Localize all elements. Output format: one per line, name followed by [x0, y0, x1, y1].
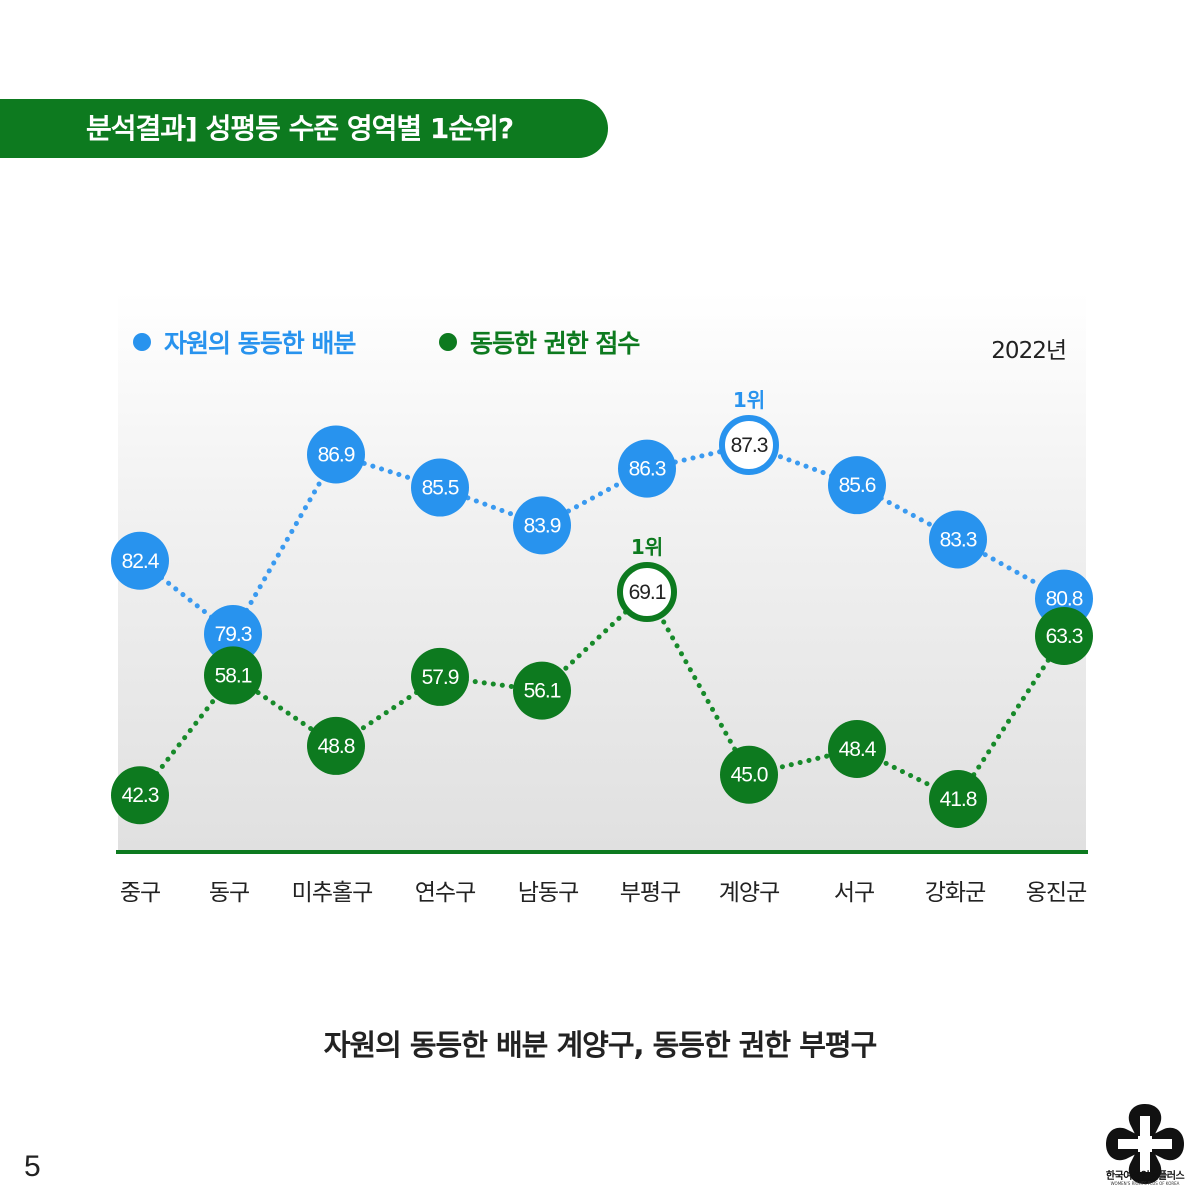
category-label: 미추홀구: [292, 880, 373, 906]
line-chart-panel: 자원의 동등한 배분 동등한 권한 점수 2022년 82.4 79.3 86.9 85.5…: [111, 292, 1093, 906]
top-data-point: [719, 415, 779, 475]
category-label: 강화군: [925, 880, 985, 906]
data-label: 82.4: [122, 550, 160, 573]
data-point: [513, 661, 571, 720]
x-axis-line: [116, 850, 1088, 854]
page-number: 5: [24, 1150, 41, 1183]
data-point: [204, 605, 262, 663]
data-label: 85.6: [839, 474, 876, 497]
legend-label: 자원의 동등한 배분: [164, 329, 356, 358]
data-point: [1035, 606, 1093, 665]
data-label: 86.3: [629, 458, 666, 481]
category-label: 부평구: [620, 880, 680, 906]
data-point: [618, 439, 676, 498]
series-line: [137, 587, 1067, 803]
data-label: 79.3: [215, 623, 252, 646]
data-label: 41.8: [940, 788, 977, 811]
data-label: 80.8: [1046, 588, 1083, 611]
category-label: 남동구: [518, 880, 578, 906]
data-point: [111, 766, 169, 825]
legend-label: 동등한 권한 점수: [470, 329, 640, 358]
data-point: [828, 456, 886, 515]
data-label: 57.9: [422, 666, 459, 689]
data-label: 83.3: [940, 529, 977, 552]
data-label: 56.1: [524, 680, 561, 703]
data-point: [720, 745, 778, 804]
logo-subtitle: WOMEN'S RIGHTS PLUS OF KOREA: [1110, 1181, 1180, 1186]
page-title: 분석결과] 성평등 수준 영역별 1순위?: [0, 99, 608, 158]
data-label: 42.3: [122, 784, 159, 807]
data-label: 48.8: [318, 735, 355, 758]
data-point: [513, 496, 571, 555]
data-label: 69.1: [629, 581, 666, 604]
rank-label: 1위: [733, 388, 765, 412]
data-point: [929, 770, 987, 828]
data-point: [929, 510, 987, 569]
line-chart: 자원의 동등한 배분 동등한 권한 점수 2022년 82.4 79.3 86.9 85.5…: [111, 329, 1093, 906]
data-point: [111, 531, 169, 590]
data-label: 58.1: [215, 664, 252, 687]
data-label: 85.5: [422, 477, 459, 500]
data-label: 45.0: [731, 764, 768, 787]
data-point: [307, 425, 365, 484]
data-point: [411, 458, 469, 517]
data-point: [307, 716, 365, 775]
category-label: 계양구: [719, 880, 779, 906]
category-label: 연수구: [415, 880, 475, 906]
category-label: 중구: [120, 880, 160, 906]
data-label: 86.9: [318, 443, 355, 466]
data-label: 87.3: [731, 434, 768, 457]
series-line: [137, 442, 1067, 638]
category-label: 옹진군: [1026, 880, 1086, 906]
data-label: 48.4: [839, 738, 877, 761]
logo-name: 한국여성인권플러스: [1105, 1171, 1185, 1182]
legend-marker-icon: [439, 333, 457, 351]
data-label: 63.3: [1046, 625, 1083, 648]
data-point: [204, 646, 262, 705]
category-label: 동구: [209, 880, 249, 906]
organization-logo-icon: [1106, 1104, 1184, 1184]
top-data-point: [617, 562, 677, 622]
legend-marker-icon: [133, 333, 151, 351]
category-label: 서구: [834, 880, 874, 906]
data-label: 83.9: [524, 514, 561, 537]
data-point: [411, 647, 469, 706]
data-point: [828, 719, 886, 778]
rank-label: 1위: [631, 535, 663, 559]
year-label: 2022년: [991, 338, 1066, 364]
chart-caption: 자원의 동등한 배분 계양구, 동등한 권한 부평구: [323, 1028, 878, 1062]
